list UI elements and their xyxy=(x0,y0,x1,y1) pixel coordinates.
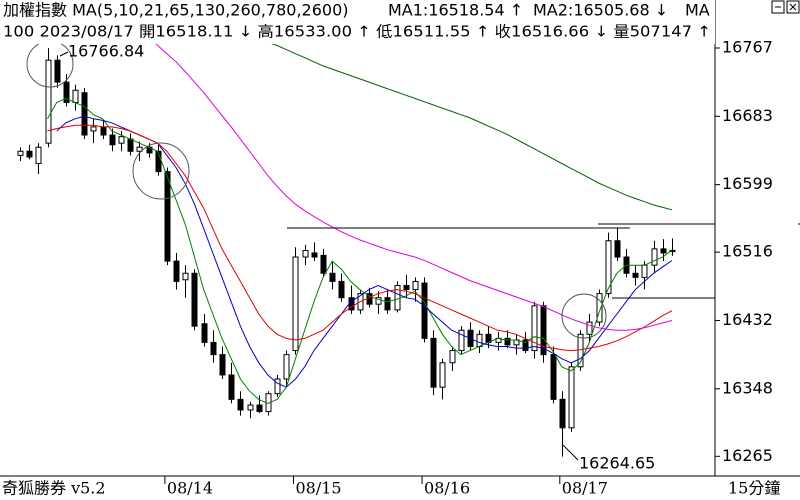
candle-body xyxy=(338,280,345,299)
candle-body xyxy=(439,362,446,388)
candle-body xyxy=(430,337,437,388)
candle-body xyxy=(45,59,52,144)
candle-body xyxy=(26,150,33,158)
header: 加權指數 MA(5,10,21,65,130,260,780,2600) MA1… xyxy=(0,0,715,44)
candle-body xyxy=(375,297,382,305)
y-tick-label: 16516 xyxy=(722,242,773,261)
candle-body xyxy=(35,146,42,164)
candle-body xyxy=(210,341,217,356)
candle-body xyxy=(182,272,189,281)
x-tick-label: 08/17 xyxy=(562,479,608,498)
candle-body xyxy=(228,374,235,400)
annotation-leader xyxy=(562,444,579,461)
candle-body xyxy=(550,354,557,400)
candle-body xyxy=(274,378,281,395)
x-tick-label: 08/14 xyxy=(167,479,213,498)
candle-body xyxy=(219,354,226,376)
candle-body xyxy=(614,240,621,258)
candle-body xyxy=(302,250,309,258)
high-annotation: 16766.84 xyxy=(68,42,144,61)
ma-line xyxy=(47,124,673,352)
candle-body xyxy=(605,240,612,295)
candle-body xyxy=(118,136,125,144)
period-label[interactable]: 15分鐘 xyxy=(728,479,780,498)
candle-body xyxy=(596,293,603,323)
candle-body xyxy=(531,305,538,352)
y-tick-label: 16683 xyxy=(722,106,773,125)
candle-body xyxy=(632,272,639,278)
candle-body xyxy=(320,254,327,274)
software-label: 奇狐勝券 v5.2 xyxy=(2,479,106,498)
candle-body xyxy=(283,354,290,380)
y-tick-label: 16265 xyxy=(722,446,773,465)
drawings xyxy=(26,40,715,461)
candle-body xyxy=(449,350,456,364)
candle-body xyxy=(403,284,410,291)
ma-label: MA2:16505.68 ↓ xyxy=(533,1,668,20)
candle-body xyxy=(72,89,79,103)
candle-body xyxy=(577,333,584,368)
ma-line xyxy=(56,115,673,388)
y-tick-label: 16599 xyxy=(722,174,773,193)
candle-body xyxy=(458,329,465,352)
candle-body xyxy=(660,248,667,254)
candle-body xyxy=(412,280,419,291)
candle-body xyxy=(394,284,401,311)
low-annotation: 16264.65 xyxy=(579,454,655,473)
ma-label: MA1:16518.54 ↑ xyxy=(388,1,523,20)
candle-body xyxy=(164,171,171,262)
header-background xyxy=(0,0,715,44)
candle-body xyxy=(17,150,24,156)
candle-body xyxy=(641,264,648,278)
candle-body xyxy=(81,92,88,136)
icon xyxy=(789,3,797,11)
candle-body xyxy=(311,252,318,258)
ma-line xyxy=(258,38,673,211)
candle-body xyxy=(329,272,336,282)
y-tick-label: 16348 xyxy=(722,378,773,397)
annotation-leader xyxy=(59,51,69,57)
candle-body xyxy=(191,272,198,327)
drawn-circle xyxy=(132,142,190,200)
x-tick-label: 08/16 xyxy=(424,479,470,498)
candle-body xyxy=(256,404,263,413)
candle-body xyxy=(90,126,97,132)
candle-body xyxy=(63,81,70,103)
candle-body xyxy=(559,398,566,429)
drawn-circle xyxy=(561,293,607,339)
candle-body xyxy=(237,398,244,411)
ma-line xyxy=(148,37,673,331)
candle-body xyxy=(100,126,107,136)
candle-body xyxy=(568,366,575,429)
candle-body xyxy=(504,337,511,346)
candle-body xyxy=(127,138,134,152)
candle-body xyxy=(421,282,428,339)
plot-area xyxy=(17,37,676,457)
candle-body xyxy=(136,146,143,152)
candle-body xyxy=(522,339,529,352)
y-tick-label: 16767 xyxy=(722,37,773,56)
candle-body xyxy=(651,248,658,266)
candle-body xyxy=(292,256,299,352)
candle-body xyxy=(109,134,116,146)
x-tick-label: 08/15 xyxy=(295,479,341,498)
y-tick-label: 16432 xyxy=(722,310,773,329)
candle-body xyxy=(173,260,180,282)
ma-line xyxy=(47,97,673,404)
candle-body xyxy=(201,323,208,343)
candle-body xyxy=(384,297,391,311)
candle-body xyxy=(586,321,593,335)
candle-body xyxy=(540,305,547,356)
ma-label: MA xyxy=(685,1,710,20)
candle-body xyxy=(54,59,61,83)
bar-info: 100 2023/08/17 開16518.11 ↓ 高16533.00 ↑ 低… xyxy=(3,23,711,41)
chart-title: 加權指數 MA(5,10,21,65,130,260,780,2600) xyxy=(3,1,349,20)
candle-body xyxy=(247,404,254,411)
candle-body xyxy=(476,333,483,347)
